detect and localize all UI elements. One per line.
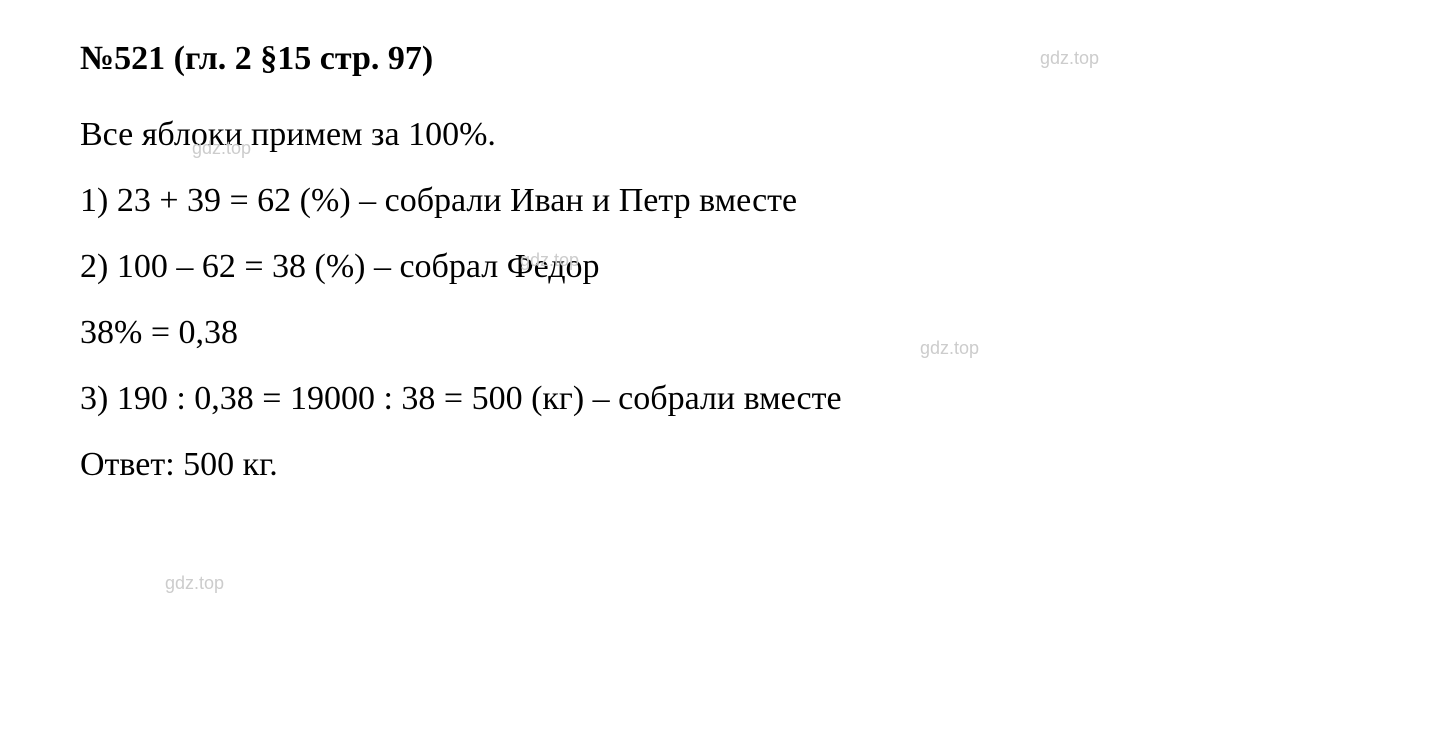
solution-step-3: 3) 190 : 0,38 = 19000 : 38 = 500 (кг) – … bbox=[80, 380, 1365, 418]
problem-heading: №521 (гл. 2 §15 стр. 97) bbox=[80, 40, 1365, 78]
solution-step-2: 2) 100 – 62 = 38 (%) – собрал Федор bbox=[80, 248, 1365, 286]
watermark: gdz.top bbox=[165, 573, 224, 594]
answer-text: Ответ: 500 кг. bbox=[80, 446, 1365, 484]
intro-text: Все яблоки примем за 100%. bbox=[80, 116, 1365, 154]
percent-conversion: 38% = 0,38 bbox=[80, 314, 1365, 352]
solution-step-1: 1) 23 + 39 = 62 (%) – собрали Иван и Пет… bbox=[80, 182, 1365, 220]
